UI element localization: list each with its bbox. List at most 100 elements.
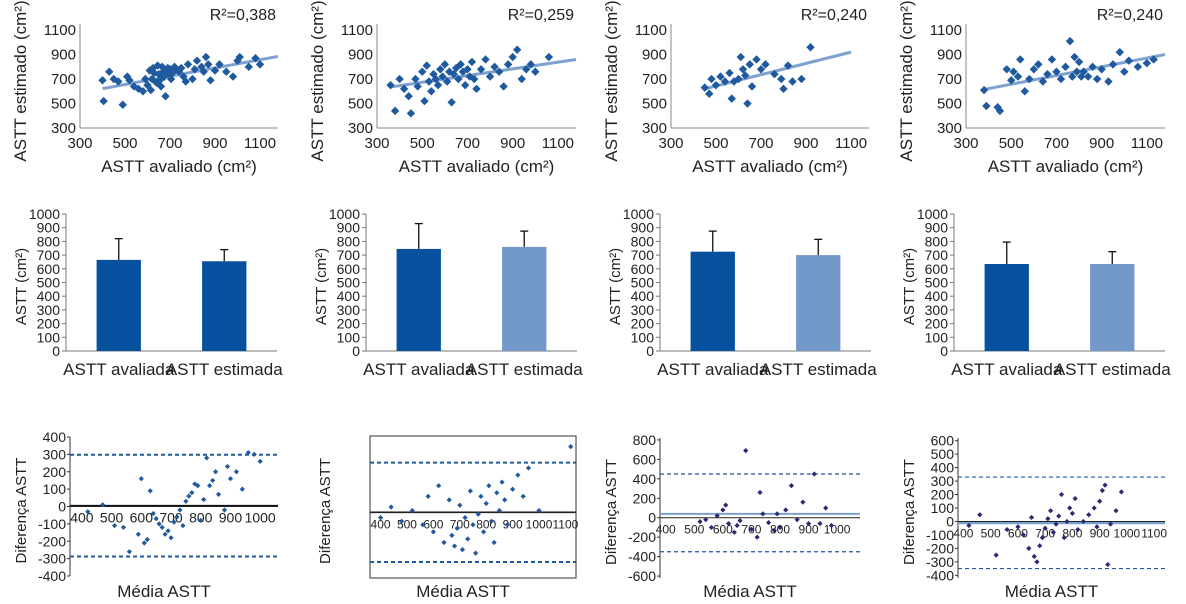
data-point [515,472,521,478]
y-tick-label: 500 [37,275,61,291]
data-point [179,72,188,81]
data-point [1072,495,1078,502]
data-point [1038,77,1048,86]
data-point [760,511,766,517]
data-point [404,91,413,101]
y-tick-label: 200 [631,316,655,332]
data-point [1083,72,1093,81]
data-point [181,77,190,86]
y-tick-label: 500 [337,275,361,291]
data-point [395,74,404,84]
data-point [714,513,720,519]
data-point [502,497,508,503]
data-point [508,52,517,62]
r-squared-annotation: R²=0,240 [801,7,867,24]
data-point [1070,52,1079,62]
data-point [153,61,162,70]
data-point [982,101,991,111]
data-point [1029,65,1039,74]
data-point [736,52,745,62]
data-point [146,85,156,95]
data-point [245,450,251,456]
data-point [159,524,165,530]
data-point [1080,518,1086,525]
y-tick-label: 700 [37,247,61,263]
data-point [734,522,740,529]
data-point [465,536,471,542]
x-tick-label: 700 [1044,135,1069,152]
y-tick-label: 300 [348,120,373,137]
data-point [1034,60,1043,69]
data-point [1064,518,1070,525]
data-point [476,65,486,74]
data-point [147,74,157,84]
y-tick-label: 700 [642,71,667,88]
y-tick-label: 500 [348,96,373,113]
data-point [436,65,445,74]
y-tick-label: 700 [348,71,373,88]
x-tick-label: 900 [799,523,819,537]
data-point [189,490,195,496]
data-point [1007,76,1016,85]
data-point [705,89,714,98]
data-point [413,82,422,91]
data-point [1079,67,1088,76]
data-point [85,509,91,515]
y-tick-label: 900 [37,220,61,236]
y-tick-label: 200 [633,490,657,506]
data-point [442,77,452,86]
r-squared-annotation: R²=0,259 [508,7,574,24]
y-axis-label: ASTT estimado (cm²) [897,0,916,161]
data-point [788,77,797,86]
y-tick-label: 600 [631,261,655,277]
y-tick-label: 0 [352,343,360,359]
data-point [966,522,972,529]
x-tick-label: 300 [364,135,389,152]
data-point [215,60,224,69]
data-point [993,103,1002,112]
data-point [525,465,532,471]
x-tick-label: 600 [130,510,154,526]
data-point [159,67,168,76]
data-point [168,535,174,541]
x-tick-label: 1000 [245,510,276,526]
data-point [457,502,463,508]
data-point [420,522,426,528]
y-tick-label: -400 [926,567,954,583]
x-axis-label: ASTT avaliado (cm²) [101,157,257,176]
y-tick-label: 700 [925,247,949,263]
data-point [491,539,497,546]
y-tick-label: 500 [642,96,667,113]
x-tick-label: 1100 [1131,135,1163,152]
data-point [160,72,169,81]
data-point [979,85,989,95]
data-point [1004,526,1010,533]
data-point [741,71,750,80]
y-axis-label: ASTT (cm²) [901,248,918,325]
data-point [204,60,213,69]
data-point [188,74,197,84]
y-tick-label: 600 [925,261,949,277]
data-point [172,65,181,74]
data-point [748,526,755,532]
data-point [138,87,148,96]
y-tick-label: 700 [337,247,361,263]
x-tick-label: 900 [793,135,818,152]
data-point [424,77,434,86]
data-point [727,94,736,103]
x-tick-label: 1100 [553,517,579,531]
y-tick-label: 800 [631,233,655,249]
x-tick-label: 900 [219,510,243,526]
x-axis-label: ASTT avaliado (cm²) [692,157,848,176]
data-point [111,523,118,529]
data-point [1068,72,1077,81]
data-point [430,529,436,535]
data-point [144,536,150,543]
data-point [201,52,211,62]
data-point [1052,67,1061,76]
data-point [720,507,726,513]
data-point [478,493,484,499]
data-point [377,515,384,521]
data-point [147,488,153,494]
y-tick-label: 200 [925,316,949,332]
